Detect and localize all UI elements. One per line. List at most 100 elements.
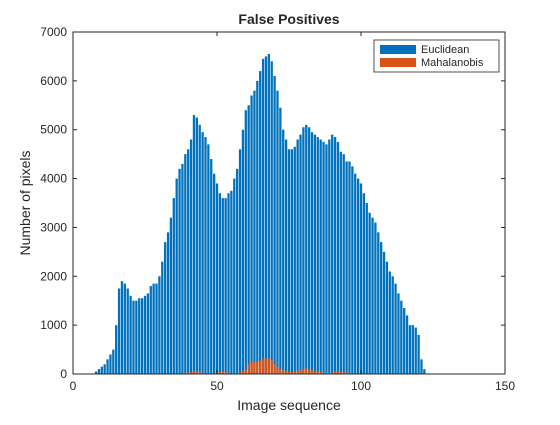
bar-mahalanobis-80	[302, 369, 304, 374]
bar-euclidean-10	[101, 367, 103, 374]
bar-euclidean-70	[273, 76, 275, 374]
bar-euclidean-22	[135, 301, 137, 374]
bar-mahalanobis-62	[250, 362, 252, 374]
bar-euclidean-58	[239, 149, 241, 374]
x-tick-label: 0	[70, 379, 77, 393]
series-euclidean-bars	[95, 54, 426, 374]
bar-euclidean-74	[285, 139, 287, 374]
bar-euclidean-28	[152, 284, 154, 374]
legend-swatch-mahalanobis	[380, 58, 416, 67]
bar-euclidean-95	[345, 161, 347, 374]
bar-mahalanobis-64	[256, 362, 258, 374]
bar-euclidean-113	[397, 293, 399, 374]
bar-mahalanobis-67	[265, 358, 267, 374]
bar-euclidean-83	[311, 132, 313, 374]
bar-euclidean-54	[227, 193, 229, 374]
bar-euclidean-118	[412, 325, 414, 374]
bar-euclidean-15	[115, 325, 117, 374]
bar-euclidean-47	[207, 144, 209, 374]
bar-euclidean-61	[248, 105, 250, 374]
bar-euclidean-50	[216, 183, 218, 374]
bar-euclidean-46	[204, 137, 206, 374]
bar-euclidean-117	[409, 325, 411, 374]
bar-euclidean-108	[383, 252, 385, 374]
bar-euclidean-57	[236, 169, 238, 374]
bar-euclidean-94	[343, 154, 345, 374]
bar-euclidean-19	[127, 289, 129, 375]
bar-euclidean-96	[348, 161, 350, 374]
bar-euclidean-37	[178, 169, 180, 374]
bar-euclidean-34	[170, 218, 172, 374]
bar-euclidean-103	[368, 213, 370, 374]
bar-euclidean-114	[400, 301, 402, 374]
y-tick-label: 4000	[40, 172, 67, 186]
bar-euclidean-31	[161, 262, 163, 374]
bar-euclidean-20	[129, 296, 131, 374]
bar-euclidean-67	[265, 56, 267, 374]
bar-mahalanobis-63	[253, 362, 255, 374]
bar-euclidean-80	[302, 127, 304, 374]
legend-label-mahalanobis: Mahalanobis	[421, 57, 484, 69]
bar-euclidean-35	[173, 198, 175, 374]
bar-euclidean-106	[377, 232, 379, 374]
bar-euclidean-107	[380, 242, 382, 374]
bar-mahalanobis-69	[271, 360, 273, 374]
bar-euclidean-32	[164, 242, 166, 374]
x-tick-label: 150	[495, 379, 515, 393]
bar-euclidean-104	[371, 218, 373, 374]
bar-euclidean-56	[233, 179, 235, 374]
bar-euclidean-82	[308, 127, 310, 374]
bar-euclidean-102	[366, 203, 368, 374]
bar-euclidean-17	[121, 281, 123, 374]
bar-euclidean-84	[314, 135, 316, 374]
bar-mahalanobis-73	[282, 370, 284, 374]
bar-euclidean-73	[282, 130, 284, 374]
bar-euclidean-53	[224, 198, 226, 374]
bar-euclidean-59	[242, 130, 244, 374]
bar-euclidean-48	[210, 159, 212, 374]
bar-euclidean-11	[104, 364, 106, 374]
bar-euclidean-115	[403, 308, 405, 374]
bar-euclidean-75	[288, 149, 290, 374]
bar-euclidean-87	[322, 142, 324, 374]
bar-mahalanobis-70	[273, 364, 275, 374]
bar-mahalanobis-81	[305, 368, 307, 374]
bar-euclidean-29	[155, 284, 157, 374]
bar-euclidean-109	[386, 262, 388, 374]
bar-euclidean-49	[213, 174, 215, 374]
bar-euclidean-68	[268, 54, 270, 374]
bar-euclidean-111	[392, 276, 394, 374]
bar-mahalanobis-71	[276, 367, 278, 374]
bar-euclidean-79	[299, 135, 301, 374]
bar-euclidean-62	[250, 96, 252, 374]
chart-title: False Positives	[238, 11, 339, 27]
bar-euclidean-36	[176, 179, 178, 374]
bar-mahalanobis-61	[248, 364, 250, 374]
y-tick-label: 1000	[40, 318, 67, 332]
bar-mahalanobis-66	[262, 359, 264, 374]
bar-euclidean-65	[259, 71, 261, 374]
bar-euclidean-30	[158, 276, 160, 374]
bar-mahalanobis-83	[311, 370, 313, 374]
bar-euclidean-24	[141, 298, 143, 374]
bar-euclidean-85	[317, 137, 319, 374]
bar-euclidean-100	[360, 183, 362, 374]
x-tick-label: 100	[351, 379, 371, 393]
y-tick-label: 7000	[40, 25, 67, 39]
bar-euclidean-14	[112, 350, 114, 374]
x-tick-label: 50	[210, 379, 224, 393]
bar-euclidean-122	[423, 369, 425, 374]
bar-euclidean-81	[305, 125, 307, 374]
bar-euclidean-112	[394, 284, 396, 374]
y-tick-label: 0	[60, 367, 67, 381]
bar-mahalanobis-79	[299, 370, 301, 374]
bar-euclidean-98	[354, 174, 356, 374]
bar-euclidean-12	[106, 359, 108, 374]
bar-euclidean-9	[98, 369, 100, 374]
bar-euclidean-44	[199, 125, 201, 374]
bar-euclidean-92	[337, 142, 339, 374]
bar-euclidean-121	[420, 359, 422, 374]
bar-euclidean-41	[190, 139, 192, 374]
bar-euclidean-90	[331, 135, 333, 374]
